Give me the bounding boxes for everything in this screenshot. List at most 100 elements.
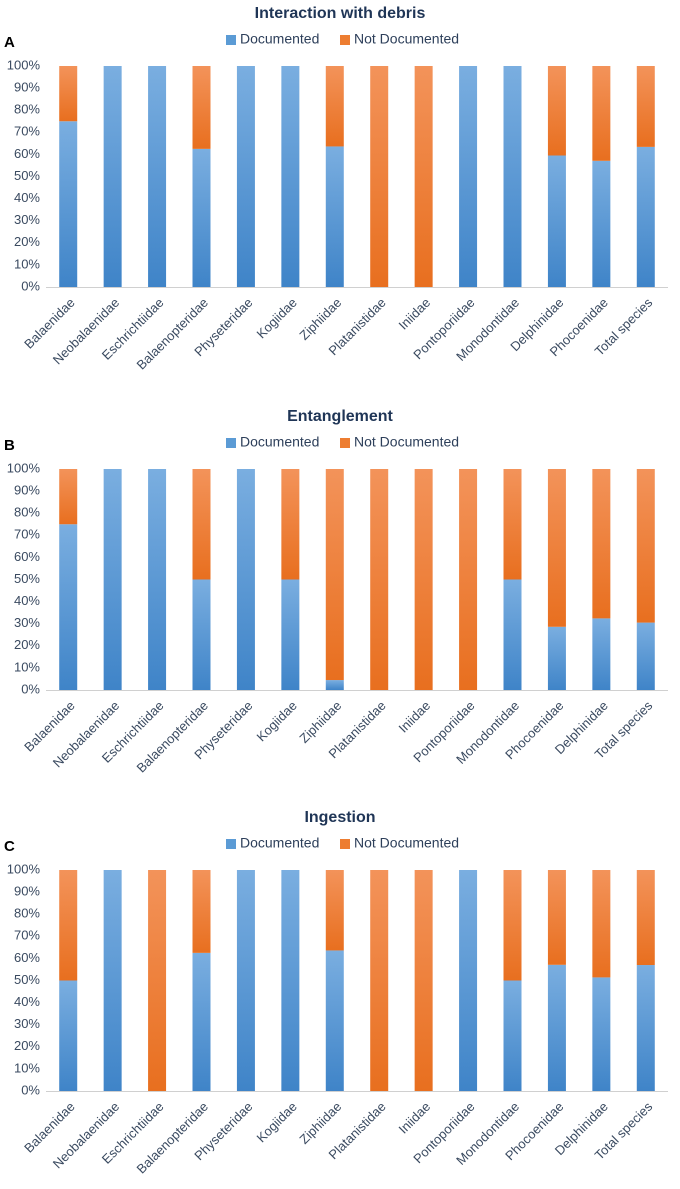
bar-documented-phocoenidae <box>592 160 611 287</box>
bar-not-documented-total-species <box>636 870 655 966</box>
bar-documented-balaenidae <box>59 524 78 690</box>
bar-documented-phocoenidae <box>547 626 566 690</box>
legend: Documented Not Documented <box>226 434 459 450</box>
y-tick-label: 100% <box>7 460 41 475</box>
bar-documented-monodontidae <box>503 66 522 287</box>
legend-swatch-not-documented <box>340 438 350 448</box>
bar-not-documented-phocoenidae <box>592 66 611 161</box>
bar-not-documented-ziphiidae <box>325 66 344 147</box>
bar-not-documented-platanistidae <box>370 870 389 1091</box>
panel-label: A <box>4 34 15 51</box>
legend-swatch-documented <box>226 35 236 45</box>
x-tick-label: Kogiidae <box>254 1099 300 1145</box>
bar-documented-phocoenidae <box>547 964 566 1091</box>
y-tick-label: 70% <box>14 928 40 943</box>
bar-documented-ziphiidae <box>325 950 344 1091</box>
chart-title: Entanglement <box>287 408 393 425</box>
y-tick-label: 70% <box>14 124 40 139</box>
y-tick-label: 50% <box>14 972 40 987</box>
y-tick-label: 40% <box>14 994 40 1009</box>
bar-documented-pontoporiidae <box>459 870 478 1091</box>
legend-label: Documented <box>240 835 319 851</box>
bar-not-documented-platanistidae <box>370 66 389 287</box>
bar-not-documented-kogiidae <box>281 469 300 580</box>
bar-documented-delphinidae <box>547 155 566 287</box>
y-tick-label: 20% <box>14 1038 40 1053</box>
bar-documented-monodontidae <box>503 579 522 690</box>
bar-documented-eschrichtiidae <box>148 66 167 287</box>
bar-not-documented-balaenidae <box>59 66 78 122</box>
bar-documented-total-species <box>636 965 655 1091</box>
x-tick-label: Iniidae <box>395 295 433 333</box>
chart-title: Interaction with debris <box>255 5 426 22</box>
bar-documented-kogiidae <box>281 66 300 287</box>
panel-label: C <box>4 838 15 855</box>
bar-not-documented-platanistidae <box>370 469 389 690</box>
bar-documented-balaenopteridae <box>192 579 211 690</box>
bar-not-documented-iniidae <box>414 469 433 690</box>
legend-swatch-not-documented <box>340 35 350 45</box>
y-tick-label: 0% <box>21 278 40 293</box>
bar-documented-balaenidae <box>59 121 78 287</box>
y-tick-label: 20% <box>14 234 40 249</box>
y-tick-label: 70% <box>14 527 40 542</box>
bar-documented-physeteridae <box>236 66 255 287</box>
bar-not-documented-balaenidae <box>59 870 78 981</box>
bar-documented-balaenopteridae <box>192 952 211 1091</box>
y-tick-label: 0% <box>21 1082 40 1097</box>
bar-not-documented-delphinidae <box>592 870 611 978</box>
bar-documented-ziphiidae <box>325 680 344 690</box>
bar-documented-neobalaenidae <box>103 469 122 690</box>
y-tick-label: 80% <box>14 505 40 520</box>
y-tick-label: 90% <box>14 80 40 95</box>
y-tick-label: 40% <box>14 593 40 608</box>
bar-documented-balaenopteridae <box>192 148 211 287</box>
bar-documented-total-species <box>636 146 655 287</box>
bar-not-documented-balaenopteridae <box>192 469 211 580</box>
y-tick-label: 80% <box>14 906 40 921</box>
y-tick-label: 100% <box>7 861 41 876</box>
bar-documented-delphinidae <box>592 618 611 690</box>
y-tick-label: 90% <box>14 884 40 899</box>
y-tick-label: 80% <box>14 102 40 117</box>
chart-panel-c: Ingestion C Documented Not Documented 0% 10% 2… <box>4 809 668 1177</box>
y-tick-label: 10% <box>14 256 40 271</box>
bar-documented-neobalaenidae <box>103 870 122 1091</box>
bar-not-documented-balaenidae <box>59 469 78 525</box>
chart-title: Ingestion <box>304 809 375 826</box>
bar-documented-monodontidae <box>503 980 522 1091</box>
bar-not-documented-delphinidae <box>547 66 566 156</box>
y-tick-label: 60% <box>14 146 40 161</box>
bar-documented-kogiidae <box>281 870 300 1091</box>
y-tick-label: 0% <box>21 681 40 696</box>
y-tick-label: 50% <box>14 571 40 586</box>
y-tick-label: 20% <box>14 637 40 652</box>
bar-documented-eschrichtiidae <box>148 469 167 690</box>
bar-not-documented-monodontidae <box>503 469 522 580</box>
bar-not-documented-total-species <box>636 66 655 147</box>
legend-label: Not Documented <box>354 835 459 851</box>
y-tick-label: 10% <box>14 659 40 674</box>
legend-label: Not Documented <box>354 434 459 450</box>
y-tick-label: 50% <box>14 168 40 183</box>
chart-panel-a: Interaction with debris A Documented Not Do… <box>4 5 668 373</box>
legend: Documented Not Documented <box>226 835 459 851</box>
bar-not-documented-ziphiidae <box>325 469 344 681</box>
legend-swatch-documented <box>226 839 236 849</box>
legend-swatch-not-documented <box>340 839 350 849</box>
bar-not-documented-ziphiidae <box>325 870 344 951</box>
bar-documented-ziphiidae <box>325 146 344 287</box>
bar-not-documented-pontoporiidae <box>459 469 478 690</box>
bar-documented-kogiidae <box>281 579 300 690</box>
x-tick-label: Kogiidae <box>254 698 300 744</box>
bar-not-documented-phocoenidae <box>547 870 566 965</box>
legend-label: Documented <box>240 434 319 450</box>
panel-label: B <box>4 437 15 454</box>
bar-not-documented-phocoenidae <box>547 469 566 627</box>
y-tick-label: 10% <box>14 1060 40 1075</box>
bar-documented-total-species <box>636 622 655 690</box>
x-tick-label: Iniidae <box>395 1099 433 1137</box>
y-tick-label: 60% <box>14 549 40 564</box>
y-tick-label: 60% <box>14 950 40 965</box>
